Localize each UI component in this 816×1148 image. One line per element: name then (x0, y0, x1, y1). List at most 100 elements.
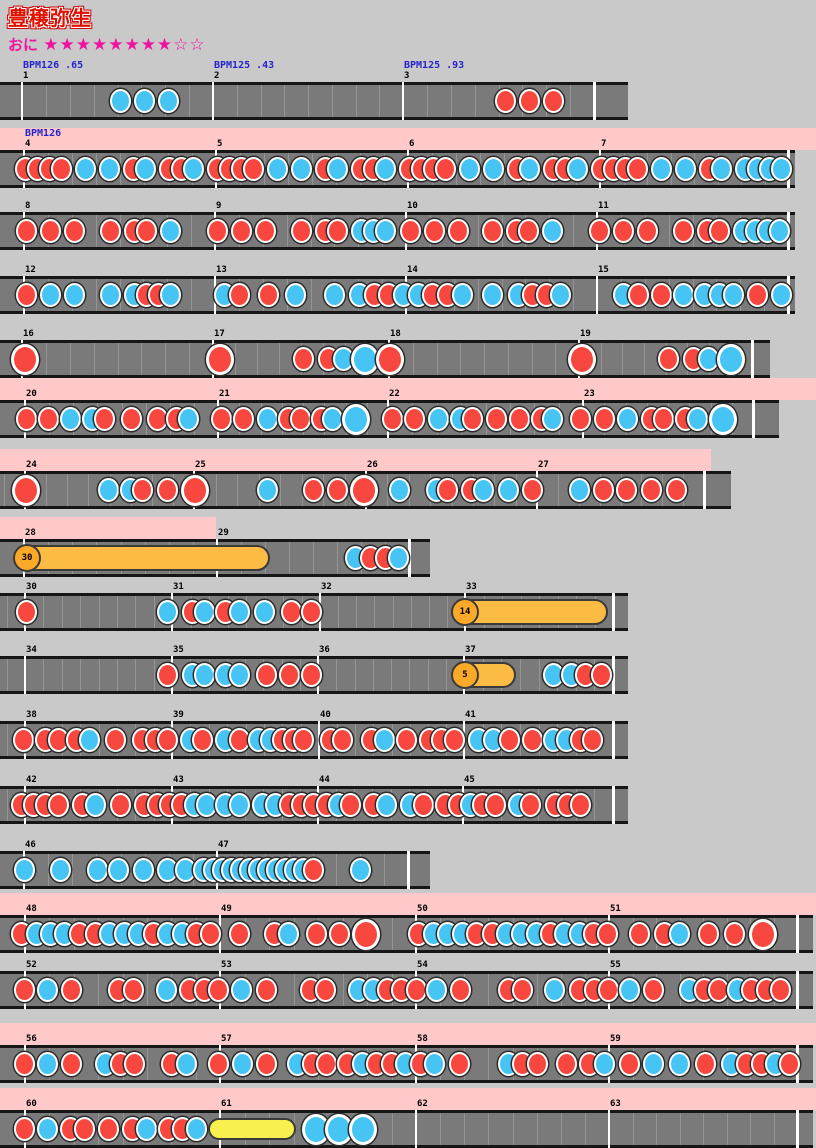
measure-line (415, 1110, 417, 1148)
ka-note (616, 407, 638, 431)
don-note (596, 922, 618, 946)
measure-number: 22 (389, 389, 400, 399)
don-note (498, 728, 520, 752)
don-note (13, 1052, 35, 1076)
beat-subdivision-line (96, 215, 97, 247)
measure-number: 48 (26, 904, 37, 914)
don-note (746, 283, 768, 307)
don-note (292, 347, 314, 371)
don-note (39, 219, 61, 243)
bpm-label: BPM126 .65 (23, 60, 84, 71)
measure-number: 23 (584, 389, 595, 399)
big-don-note (11, 343, 39, 375)
beat-subdivision-line (573, 279, 574, 311)
difficulty-stars-filled: ★★★★★★★★ (43, 35, 174, 55)
don-note (569, 793, 591, 817)
ka-note (326, 157, 348, 181)
don-note (255, 978, 277, 1002)
song-title: 豊穣弥生 (8, 6, 92, 30)
ka-note (193, 600, 215, 624)
don-note (292, 728, 314, 752)
measure-number: 29 (218, 528, 229, 538)
beat-subdivision-line (356, 85, 357, 117)
beat-subdivision-line (680, 1113, 681, 1145)
gogo-time-band (0, 128, 816, 150)
don-note (627, 283, 649, 307)
ka-note (451, 283, 473, 307)
beat-subdivision-line (96, 153, 97, 185)
measure-end-line (796, 915, 799, 953)
bpm-label: BPM125 .93 (404, 60, 465, 71)
ka-note (518, 157, 540, 181)
beat-subdivision-line (437, 343, 438, 375)
big-ka-note (351, 343, 379, 375)
note-track (0, 1110, 813, 1148)
ka-note (177, 407, 199, 431)
measure-number: 5 (217, 139, 223, 149)
don-note (232, 407, 254, 431)
ka-note (63, 283, 85, 307)
balloon-count: 30 (13, 544, 41, 572)
don-note (581, 728, 603, 752)
ka-note (541, 219, 563, 243)
ka-note (277, 922, 299, 946)
measure-number: 25 (195, 460, 206, 470)
don-note (50, 157, 72, 181)
beat-subdivision-line (196, 1048, 197, 1080)
ka-note (266, 157, 288, 181)
beat-subdivision-line (152, 474, 153, 506)
ka-note (159, 219, 181, 243)
beat-subdivision-line (216, 474, 217, 506)
beat-subdivision-line (261, 85, 262, 117)
ka-note (373, 728, 395, 752)
note-track (0, 82, 628, 120)
beat-subdivision-line (520, 724, 521, 756)
ka-note (349, 858, 371, 882)
beat-subdivision-line (7, 596, 8, 628)
don-note (13, 978, 35, 1002)
measure-end-line (408, 539, 411, 577)
measure-number: 19 (580, 329, 591, 339)
measure-end-line (407, 851, 410, 889)
beat-subdivision-line (48, 854, 49, 886)
beat-subdivision-line (409, 659, 410, 691)
big-don-note (12, 474, 40, 506)
ka-note (134, 157, 156, 181)
note-track (0, 212, 795, 250)
measure-number: 1 (23, 71, 29, 81)
don-note (120, 407, 142, 431)
beat-subdivision-line (727, 1113, 728, 1145)
note-track: 5 (0, 656, 628, 694)
ka-note (387, 546, 409, 570)
ka-note (228, 663, 250, 687)
balloon-note (14, 545, 270, 571)
ka-note (49, 858, 71, 882)
don-note (412, 793, 434, 817)
ka-note (107, 858, 129, 882)
don-note (255, 663, 277, 687)
beat-subdivision-line (337, 542, 338, 574)
beat-subdivision-line (464, 1113, 465, 1145)
don-note (331, 728, 353, 752)
beat-subdivision-line (601, 343, 602, 375)
measure-number: 12 (25, 265, 36, 275)
beat-subdivision-line (99, 659, 100, 691)
beat-subdivision-line (656, 1113, 657, 1145)
balloon-count: 5 (451, 661, 479, 689)
don-note (63, 219, 85, 243)
ka-note (668, 922, 690, 946)
measure-line (318, 721, 320, 759)
beat-subdivision-line (478, 279, 479, 311)
beat-subdivision-line (429, 596, 430, 628)
beat-subdivision-line (94, 85, 95, 117)
don-note (461, 407, 483, 431)
beat-subdivision-line (502, 215, 503, 247)
beat-subdivision-line (447, 596, 448, 628)
ka-note (228, 600, 250, 624)
beat-subdivision-line (135, 596, 136, 628)
beat-subdivision-line (235, 343, 236, 375)
beat-subdivision-line (98, 974, 99, 1006)
beat-subdivision-line (413, 343, 414, 375)
note-track: 30 (0, 539, 430, 577)
don-note (588, 219, 610, 243)
